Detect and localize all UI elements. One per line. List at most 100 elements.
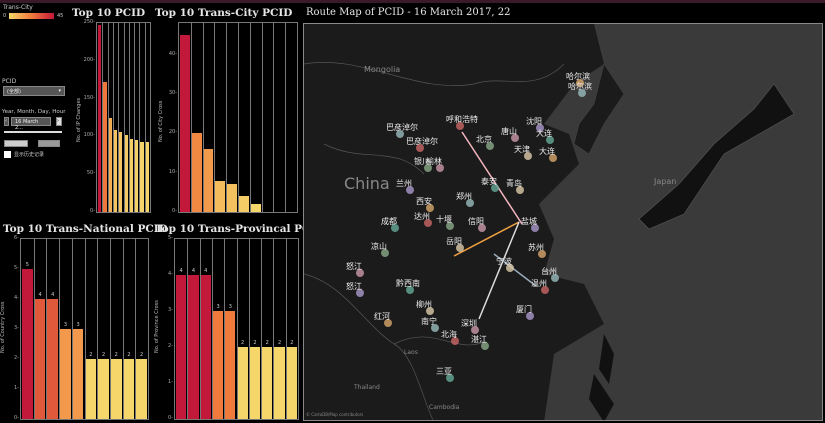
city-marker[interactable] xyxy=(551,274,559,282)
city-marker[interactable] xyxy=(406,186,414,194)
city-marker[interactable] xyxy=(516,186,524,194)
bar[interactable] xyxy=(140,141,144,212)
bar[interactable] xyxy=(113,130,118,212)
city-marker[interactable] xyxy=(356,269,364,277)
bar[interactable] xyxy=(180,34,190,212)
city-marker[interactable] xyxy=(578,89,586,97)
city-marker[interactable] xyxy=(384,319,392,327)
city-marker[interactable] xyxy=(471,326,479,334)
bar[interactable] xyxy=(72,329,84,419)
bar-separator xyxy=(59,239,61,419)
bar[interactable] xyxy=(129,138,134,212)
bar[interactable] xyxy=(98,359,109,419)
bar[interactable] xyxy=(47,299,59,419)
bar[interactable] xyxy=(103,81,107,212)
city-marker[interactable] xyxy=(456,244,464,252)
city-marker[interactable] xyxy=(431,324,439,332)
data-label: 4 xyxy=(191,268,196,274)
bar[interactable] xyxy=(123,359,135,419)
bar[interactable] xyxy=(215,180,226,212)
bar[interactable] xyxy=(191,133,202,212)
bar[interactable] xyxy=(34,299,46,419)
bar[interactable] xyxy=(98,25,102,212)
y-tick-label: 2- xyxy=(168,343,173,349)
speed-controls[interactable] xyxy=(38,140,60,147)
city-label: 信阳 xyxy=(468,216,484,226)
pcid-dropdown[interactable]: (全部) ▾ xyxy=(3,86,65,96)
bar[interactable] xyxy=(85,359,97,419)
city-marker[interactable] xyxy=(424,219,432,227)
city-marker[interactable] xyxy=(546,136,554,144)
bar[interactable] xyxy=(145,142,149,212)
bar[interactable] xyxy=(22,269,33,419)
city-marker[interactable] xyxy=(446,222,454,230)
city-marker[interactable] xyxy=(538,250,546,258)
bar[interactable] xyxy=(286,347,297,419)
city-label: 红河 xyxy=(374,311,390,321)
bar-separator xyxy=(190,23,192,212)
next-button[interactable]: › xyxy=(56,117,62,126)
city-label: 北海 xyxy=(441,329,457,339)
bar[interactable] xyxy=(108,117,112,212)
city-marker[interactable] xyxy=(506,264,514,272)
bar[interactable] xyxy=(136,359,147,419)
city-marker[interactable] xyxy=(466,199,474,207)
bar[interactable] xyxy=(237,347,248,419)
bar[interactable] xyxy=(200,275,211,419)
city-marker[interactable] xyxy=(478,224,486,232)
city-marker[interactable] xyxy=(491,184,499,192)
japan-landmass xyxy=(638,83,795,230)
bar[interactable] xyxy=(124,134,128,212)
prev-button[interactable]: ‹ xyxy=(4,117,9,126)
city-marker[interactable] xyxy=(426,307,434,315)
route-map[interactable]: Mongolia China Japan Laos Thailand Cambodia 哈尔… xyxy=(303,23,823,421)
bar[interactable] xyxy=(110,359,122,419)
city-marker[interactable] xyxy=(531,224,539,232)
bar[interactable] xyxy=(60,329,71,419)
city-marker[interactable] xyxy=(391,224,399,232)
city-marker[interactable] xyxy=(451,337,459,345)
bar[interactable] xyxy=(203,149,214,212)
city-marker[interactable] xyxy=(416,144,424,152)
y-tick-label: 4- xyxy=(14,295,19,301)
city-marker[interactable] xyxy=(406,286,414,294)
bar[interactable] xyxy=(135,140,139,212)
city-marker[interactable] xyxy=(536,124,544,132)
bar[interactable] xyxy=(225,311,236,419)
city-marker[interactable] xyxy=(511,134,519,142)
city-marker[interactable] xyxy=(549,154,557,162)
history-checkbox[interactable] xyxy=(4,151,11,158)
city-marker[interactable] xyxy=(426,204,434,212)
y-tick-label: 0- xyxy=(14,415,19,421)
city-marker[interactable] xyxy=(446,374,454,382)
city-marker[interactable] xyxy=(396,130,404,138)
bar[interactable] xyxy=(212,311,224,419)
city-marker[interactable] xyxy=(481,342,489,350)
city-marker[interactable] xyxy=(524,152,532,160)
city-marker[interactable] xyxy=(381,249,389,257)
bar[interactable] xyxy=(239,196,249,212)
city-marker[interactable] xyxy=(486,142,494,150)
y-tick-label: 0- xyxy=(172,208,177,214)
data-label: 3 xyxy=(228,304,232,310)
bar[interactable] xyxy=(249,347,261,419)
city-marker[interactable] xyxy=(526,312,534,320)
bar[interactable] xyxy=(119,131,123,212)
city-marker[interactable] xyxy=(576,79,584,87)
time-dropdown[interactable]: 16 March 2... xyxy=(11,117,51,131)
city-marker[interactable] xyxy=(541,286,549,294)
bar[interactable] xyxy=(176,275,187,419)
bar[interactable] xyxy=(250,204,261,212)
city-marker[interactable] xyxy=(456,122,464,130)
bar[interactable] xyxy=(188,275,199,419)
bar[interactable] xyxy=(227,184,237,212)
time-slider[interactable] xyxy=(4,131,62,133)
y-tick-label: 6- xyxy=(14,235,19,241)
city-marker[interactable] xyxy=(424,164,432,172)
city-marker[interactable] xyxy=(436,164,444,172)
city-marker[interactable] xyxy=(356,289,364,297)
playback-controls[interactable] xyxy=(4,140,28,147)
bar-separator xyxy=(109,239,111,419)
bar[interactable] xyxy=(262,347,273,419)
bar[interactable] xyxy=(274,347,285,419)
